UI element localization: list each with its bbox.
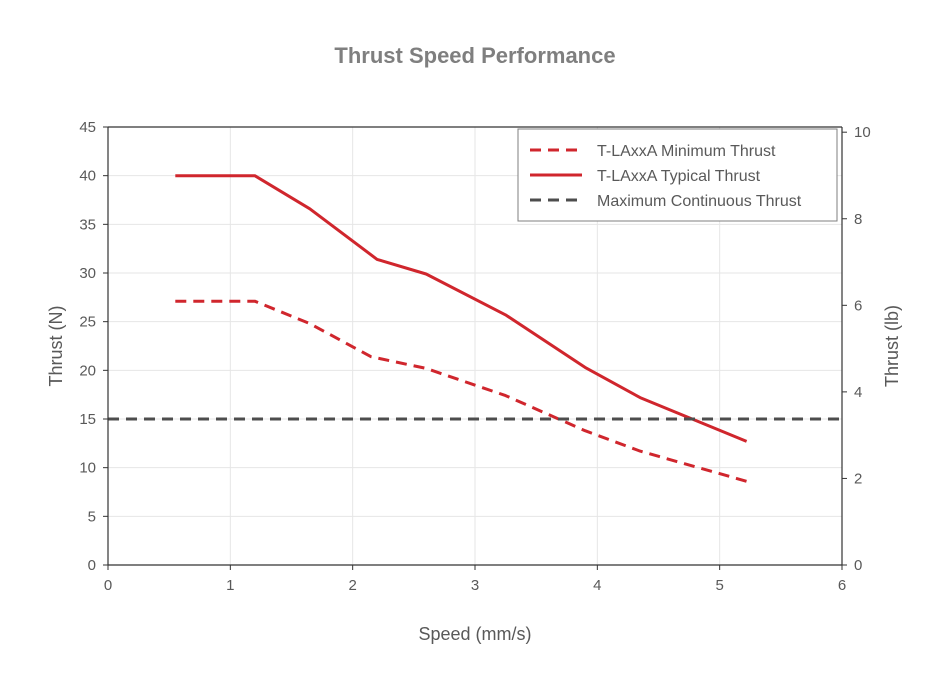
x-tick-label: 3 (471, 577, 479, 594)
y-tick-label: 40 (79, 168, 96, 185)
chart-title: Thrust Speed Performance (334, 43, 615, 68)
y-tick-label: 35 (79, 216, 96, 233)
x-tick-label: 5 (715, 577, 723, 594)
series-line-2 (175, 174, 748, 443)
y-tick-label: 5 (88, 508, 96, 525)
y-tick-label: 10 (79, 460, 96, 477)
y2-tick-label: 2 (854, 470, 862, 487)
y2-axis-title: Thrust (lb) (882, 305, 902, 387)
x-tick-label: 1 (226, 577, 234, 594)
y2-tick-label: 0 (854, 557, 862, 574)
y2-tick-label: 6 (854, 297, 862, 314)
y-tick-label: 20 (79, 362, 96, 379)
x-tick-label: 4 (593, 577, 601, 594)
y-tick-label: 15 (79, 411, 96, 428)
legend: T-LAxxA Minimum Thrust T-LAxxA Typical Th… (517, 128, 838, 222)
legend-label-2: T-LAxxA Typical Thrust (597, 168, 761, 185)
y2-tick-label: 4 (854, 384, 862, 401)
x-tick-label: 6 (838, 577, 846, 594)
legend-label-1: T-LAxxA Minimum Thrust (597, 143, 776, 160)
y-tick-label: 30 (79, 265, 96, 282)
x-axis-title: Speed (mm/s) (418, 624, 531, 644)
y-tick-label: 0 (88, 557, 96, 574)
y2-tick-label: 10 (854, 124, 871, 141)
legend-label-3: Maximum Continuous Thrust (597, 193, 802, 210)
y-tick-label: 25 (79, 314, 96, 331)
y-tick-label: 45 (79, 119, 96, 136)
x-tick-label: 2 (348, 577, 356, 594)
y2-tick-label: 8 (854, 211, 862, 228)
x-tick-label: 0 (104, 577, 112, 594)
series-line-1 (175, 299, 748, 483)
series-layer (108, 174, 842, 483)
y-axis-title: Thrust (N) (46, 306, 66, 387)
